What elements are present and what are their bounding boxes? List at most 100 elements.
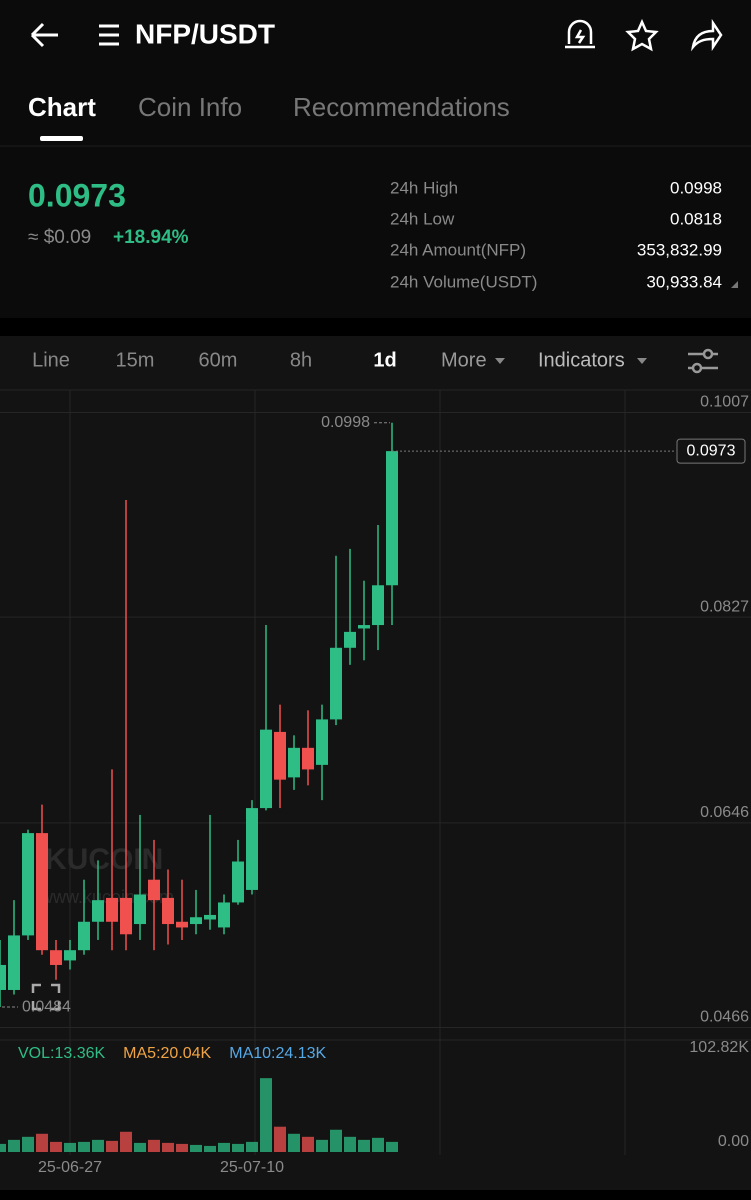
back-button[interactable] (30, 22, 58, 48)
indicators-menu[interactable]: Indicators (538, 349, 625, 371)
bottom-edge (0, 1190, 751, 1200)
volume-bar (36, 1133, 48, 1152)
interval[interactable]: 15m (116, 349, 155, 371)
y-tick-label: 0.0466 (700, 1009, 749, 1026)
candle-body (190, 917, 202, 925)
watermark-logo: KUCOIN (45, 843, 163, 876)
candle-body (162, 897, 174, 925)
candle-body (8, 935, 20, 990)
tab-indicator (40, 136, 83, 141)
volume-bar (204, 1145, 216, 1152)
volume-bar (106, 1140, 118, 1152)
y-tick-label: 0.0827 (700, 598, 749, 615)
volume-bar (274, 1126, 286, 1152)
candle-body (134, 894, 146, 925)
candle-body (330, 647, 342, 720)
volume-bar (260, 1078, 272, 1152)
volume-bar (302, 1136, 314, 1152)
section-gap (0, 318, 751, 336)
settings-icon[interactable] (688, 348, 718, 374)
candle-body (316, 719, 328, 765)
x-tick-label: 25-06-27 (38, 1159, 102, 1176)
fullscreen-icon[interactable] (31, 983, 61, 1011)
volume-bar (246, 1141, 258, 1152)
low-label: 0.0484 (22, 998, 71, 1015)
legend-entry: MA10:24.13K (229, 1045, 326, 1062)
chart-panel (0, 336, 751, 1200)
volume-bar (22, 1136, 34, 1152)
stat-label: 24h High (390, 178, 458, 197)
favorite-icon[interactable] (625, 18, 659, 52)
interval[interactable]: 8h (290, 349, 312, 371)
legend-entry: VOL:13.36K (18, 1045, 106, 1062)
candle-body (260, 729, 272, 809)
volume-bar (232, 1143, 244, 1152)
candle-body (204, 914, 216, 920)
tab[interactable]: Coin Info (138, 92, 242, 122)
candle-body (372, 585, 384, 626)
high-label: 0.0998 (321, 414, 370, 431)
volume-bar (330, 1129, 342, 1152)
corner-mark (731, 281, 738, 288)
volume-bar (50, 1141, 62, 1152)
stat-label: 24h Amount(NFP) (390, 240, 526, 259)
candle-body (78, 921, 90, 951)
candle-body (36, 833, 48, 951)
more-menu[interactable]: More (441, 349, 487, 371)
volume-bar (8, 1139, 20, 1152)
volume-bar (344, 1136, 356, 1152)
menu-icon[interactable] (99, 24, 119, 46)
candle-body (50, 950, 62, 965)
interval[interactable]: Line (32, 349, 70, 371)
volume-bar (120, 1131, 132, 1152)
y-tick-label: 0.1007 (700, 394, 749, 411)
candle-body (386, 451, 398, 586)
tab[interactable]: Chart (28, 92, 96, 122)
volume-bar (92, 1139, 104, 1152)
tab[interactable]: Recommendations (293, 92, 510, 122)
y-tick-label: 0.00 (718, 1133, 749, 1150)
candle-body (246, 808, 258, 890)
interval[interactable]: 1d (373, 349, 396, 371)
stat-value: 353,832.99 (637, 240, 722, 259)
candle-body (302, 747, 314, 770)
pair-title: NFP/USDT (135, 18, 275, 49)
candle-body (218, 902, 230, 928)
volume-bar (134, 1142, 146, 1152)
legend-entry: MA5:20.04K (123, 1045, 211, 1062)
volume-bar (218, 1142, 230, 1152)
candle-body (92, 900, 104, 922)
last-price-box (676, 438, 746, 464)
stat-label: 24h Volume(USDT) (390, 272, 537, 291)
y-tick-label: 102.82K (689, 1039, 749, 1056)
candle-body (176, 921, 188, 928)
volume-bar (64, 1142, 76, 1152)
alert-icon[interactable] (565, 19, 595, 49)
candle-body (274, 731, 286, 780)
x-tick-label: 25-07-10 (220, 1159, 284, 1176)
last-price: 0.0973 (28, 177, 126, 213)
candle-body (120, 897, 132, 935)
volume-bar (0, 1143, 6, 1152)
volume-bar (288, 1133, 300, 1152)
y-tick-label: 0.0646 (700, 804, 749, 821)
interval[interactable]: 60m (199, 349, 238, 371)
candle-body (358, 625, 370, 629)
volume-bar (176, 1143, 188, 1152)
stat-label: 24h Low (390, 209, 455, 228)
candle-body (22, 833, 34, 936)
candle-body (106, 897, 118, 922)
plot: 0.1007 0.0827 0.0646 0.0466 25-06-27 25-07-10… (0, 394, 751, 1176)
volume-bar (78, 1141, 90, 1152)
volume-bar (358, 1139, 370, 1152)
volume-bar (386, 1141, 398, 1152)
candle-body (232, 861, 244, 903)
volume-bar (316, 1139, 328, 1152)
volume-bar (190, 1144, 202, 1152)
stat-value: 0.0998 (670, 178, 722, 197)
candle-body (64, 950, 76, 961)
share-icon[interactable] (691, 18, 723, 52)
candle-body (0, 964, 6, 990)
volume-bar (372, 1137, 384, 1152)
